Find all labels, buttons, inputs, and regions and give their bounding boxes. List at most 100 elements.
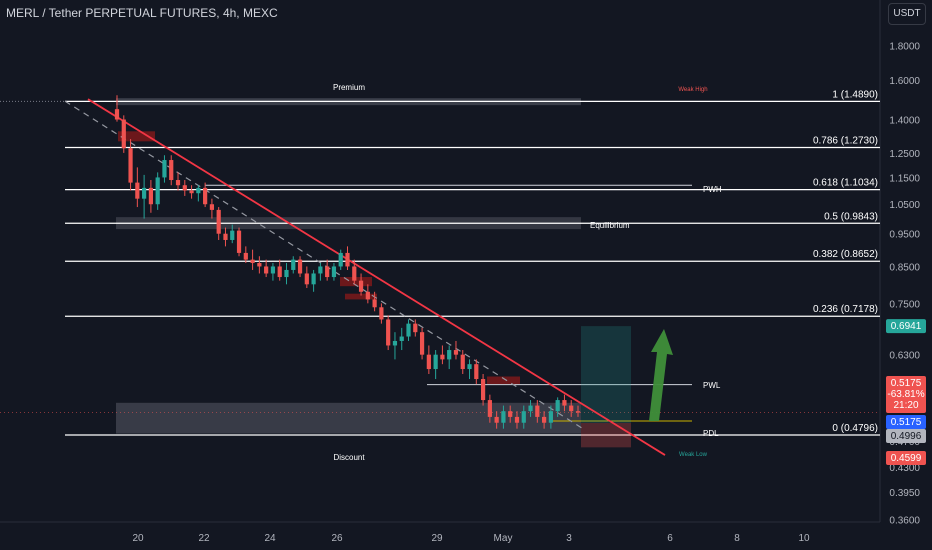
symbol-title: MERL / Tether PERPETUAL FUTURES, 4h, MEX… — [6, 6, 278, 20]
target-price-badge: 0.6941 — [886, 319, 926, 334]
candle-body — [162, 160, 167, 178]
candle — [128, 139, 133, 191]
x-tick-label: 20 — [132, 533, 144, 544]
candle — [480, 373, 486, 406]
candle-body — [223, 233, 228, 240]
candle-body — [135, 182, 140, 199]
candle-body — [542, 416, 547, 423]
candle — [372, 291, 377, 312]
candle-body — [440, 354, 445, 360]
target-zone — [581, 326, 631, 423]
candle — [284, 263, 289, 285]
candle-body — [494, 416, 499, 423]
candle — [514, 411, 520, 429]
candle-body — [426, 354, 431, 370]
target-price-badge-text: 0.6941 — [891, 321, 922, 332]
candle-body — [250, 259, 255, 264]
premium-label: Premium — [333, 83, 365, 92]
candle — [155, 172, 160, 210]
candle — [338, 249, 343, 270]
fib-label: 0.786 (1.2730) — [813, 136, 878, 147]
candle-body — [528, 405, 533, 412]
candle — [189, 185, 194, 199]
candle-body — [474, 364, 479, 380]
candle-body — [291, 259, 296, 270]
candle — [250, 249, 255, 270]
y-tick-label: 0.8500 — [889, 262, 920, 273]
x-tick-label: 8 — [734, 533, 740, 544]
weak-low-label: Weak Low — [679, 452, 708, 458]
candle — [325, 259, 330, 281]
y-tick-label: 1.2500 — [889, 149, 920, 160]
candle — [494, 411, 499, 429]
candle-body — [406, 323, 411, 337]
candle-body — [128, 148, 133, 183]
candle-body — [257, 263, 262, 267]
candle — [528, 400, 533, 417]
order-block — [118, 131, 155, 142]
candle — [311, 269, 316, 292]
candle-body — [386, 319, 391, 346]
y-tick-label: 0.7500 — [889, 299, 920, 310]
entry-price-badge-text: 0.4996 — [891, 431, 922, 442]
candle — [175, 172, 181, 191]
candle — [304, 266, 309, 289]
candle-body — [114, 109, 120, 120]
entry-price-badge: 0.4996 — [886, 429, 926, 443]
stop-zone — [581, 422, 631, 448]
candle-body — [365, 291, 370, 300]
candle — [413, 319, 418, 337]
candle — [318, 263, 323, 281]
candle-body — [413, 323, 418, 333]
equilibrium-label: Equilibrium — [590, 221, 630, 230]
currency-button[interactable]: USDT — [888, 3, 926, 25]
candle — [474, 359, 479, 385]
x-tick-label: May — [494, 533, 513, 544]
last-price-badge-text: 21:20 — [893, 400, 918, 411]
candle-body — [216, 209, 221, 234]
candle-body — [182, 185, 187, 191]
weak-high-label: Weak High — [678, 87, 707, 93]
candle — [521, 405, 526, 429]
candle-body — [548, 411, 553, 423]
candle-body — [203, 187, 208, 205]
candle-body — [277, 266, 282, 278]
y-tick-label: 1.8000 — [889, 42, 920, 53]
fib-label: 0.5 (0.9843) — [824, 211, 878, 222]
candle — [379, 303, 384, 324]
candle-body — [318, 266, 323, 274]
candle — [386, 315, 391, 351]
last-price-badge-text: -63.81% — [887, 389, 924, 400]
candle-body — [331, 266, 337, 278]
y-tick-label: 0.3950 — [889, 488, 920, 499]
candle-body — [175, 180, 181, 186]
candle-body — [399, 336, 404, 341]
y-tick-label: 0.4300 — [889, 463, 920, 474]
x-tick-label: 22 — [198, 533, 210, 544]
y-tick-label: 1.4000 — [889, 116, 920, 127]
last-price-badge-2: 0.5175 — [886, 415, 926, 429]
candle — [392, 332, 398, 360]
candle-body — [345, 252, 350, 267]
candle — [426, 345, 431, 374]
candle-body — [508, 411, 513, 417]
y-tick-label: 0.9500 — [889, 230, 920, 241]
candle — [399, 327, 404, 351]
discount-zone — [116, 402, 581, 434]
candle — [169, 155, 174, 186]
candle — [297, 256, 303, 278]
candle-body — [304, 273, 309, 285]
candle — [223, 227, 228, 247]
candle — [209, 198, 215, 219]
target-price-badge-bg — [886, 319, 926, 334]
candle-body — [338, 252, 343, 267]
candle-body — [142, 187, 147, 199]
candle-body — [325, 266, 330, 278]
candle-body — [372, 299, 377, 308]
candle-body — [155, 177, 160, 205]
candle — [365, 284, 370, 304]
candle-body — [169, 160, 174, 181]
x-tick-label: 6 — [667, 533, 673, 544]
